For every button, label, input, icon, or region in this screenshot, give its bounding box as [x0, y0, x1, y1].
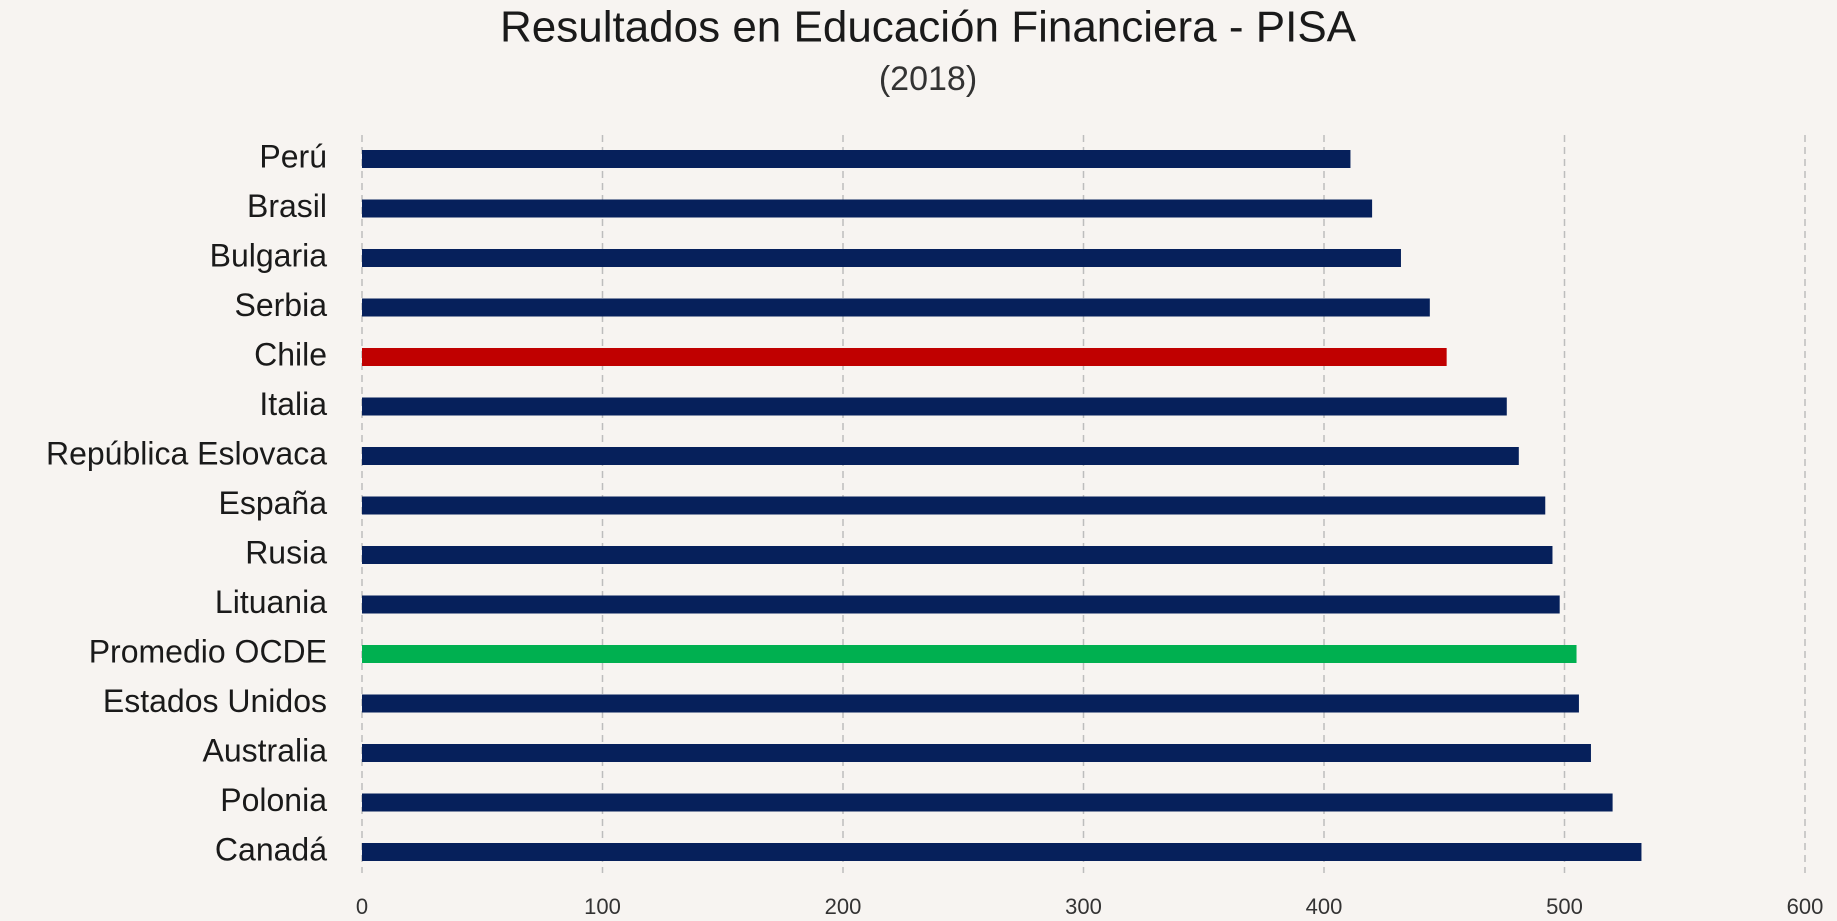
- y-tick-label: Rusia: [245, 534, 327, 570]
- y-tick-label: Serbia: [235, 287, 328, 323]
- x-tick-label: 0: [356, 894, 368, 919]
- y-tick-label: Canadá: [215, 831, 327, 867]
- y-tick-label: Perú: [259, 138, 327, 174]
- y-tick-label: República Eslovaca: [46, 435, 327, 471]
- chart-title: Resultados en Educación Financiera - PIS…: [500, 3, 1357, 52]
- x-tick-label: 500: [1546, 894, 1583, 919]
- bar: [362, 645, 1577, 663]
- bar: [362, 199, 1373, 218]
- bar: [362, 843, 1642, 861]
- y-tick-label: Polonia: [220, 782, 327, 818]
- bar: [362, 348, 1447, 366]
- bar: [362, 694, 1579, 713]
- y-tick-label: España: [218, 485, 327, 521]
- x-tick-label: 300: [1065, 894, 1102, 919]
- y-tick-label: Bulgaria: [210, 237, 328, 273]
- bar: [362, 546, 1553, 564]
- bar: [362, 744, 1591, 762]
- x-tick-label: 400: [1306, 894, 1343, 919]
- x-tick-label: 100: [584, 894, 621, 919]
- y-tick-label: Promedio OCDE: [89, 633, 327, 669]
- y-tick-label: Australia: [203, 732, 328, 768]
- bar: [362, 397, 1507, 416]
- bar: [362, 793, 1613, 812]
- bar: [362, 496, 1546, 515]
- bar: [362, 298, 1430, 317]
- bar: [362, 249, 1401, 267]
- x-tick-label: 200: [825, 894, 862, 919]
- chart-subtitle: (2018): [879, 60, 977, 98]
- y-tick-label: Brasil: [247, 188, 327, 224]
- y-tick-label: Estados Unidos: [103, 683, 327, 719]
- y-tick-label: Lituania: [215, 584, 327, 620]
- x-tick-label: 600: [1787, 894, 1824, 919]
- bar: [362, 150, 1351, 168]
- bar: [362, 595, 1560, 614]
- y-tick-label: Italia: [259, 386, 327, 422]
- bar: [362, 447, 1519, 465]
- y-tick-label: Chile: [254, 336, 327, 372]
